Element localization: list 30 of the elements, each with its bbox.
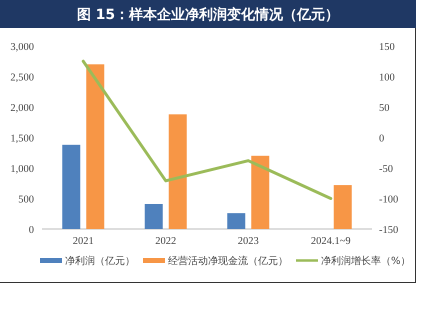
- y-tick-label: 1,500: [10, 134, 34, 144]
- x-tick-label: 2022: [155, 236, 176, 247]
- y2-tick-label: -100: [379, 194, 398, 206]
- line-series: [82, 60, 332, 200]
- legend-label: 净利润增长率（%）: [321, 255, 411, 267]
- y-tick-label: 2,500: [10, 72, 34, 84]
- bar: [86, 64, 104, 229]
- y-tick-label: 2,000: [10, 103, 34, 114]
- bar: [62, 144, 80, 229]
- bar: [227, 213, 246, 229]
- bar: [251, 156, 270, 229]
- y2-tick-label: 100: [379, 72, 395, 84]
- bar: [144, 204, 163, 229]
- y2-tick-label: -150: [379, 225, 398, 236]
- y2-tick-label: 0: [379, 134, 384, 144]
- y2-tick-label: 50: [379, 103, 390, 114]
- y-tick-label: 1,000: [10, 164, 34, 175]
- bar: [168, 114, 187, 229]
- chart-title: 图 15：样本企业净利润变化情况（亿元）: [76, 6, 340, 23]
- y2-tick-label: -50: [379, 164, 393, 175]
- y2-tick-label: 150: [379, 42, 395, 53]
- legend-label: 净利润（亿元）: [65, 255, 135, 267]
- x-tick-label: 2023: [238, 236, 259, 247]
- bar: [334, 185, 352, 229]
- y-tick-label: 500: [18, 194, 34, 206]
- y-tick-label: 0: [28, 225, 34, 236]
- legend-label: 经营活动净现金流（亿元）: [168, 255, 288, 267]
- x-tick-label: 2021: [72, 236, 94, 247]
- x-tick-label: 2024.1~9: [310, 236, 351, 247]
- y-tick-label: 3,000: [10, 42, 34, 53]
